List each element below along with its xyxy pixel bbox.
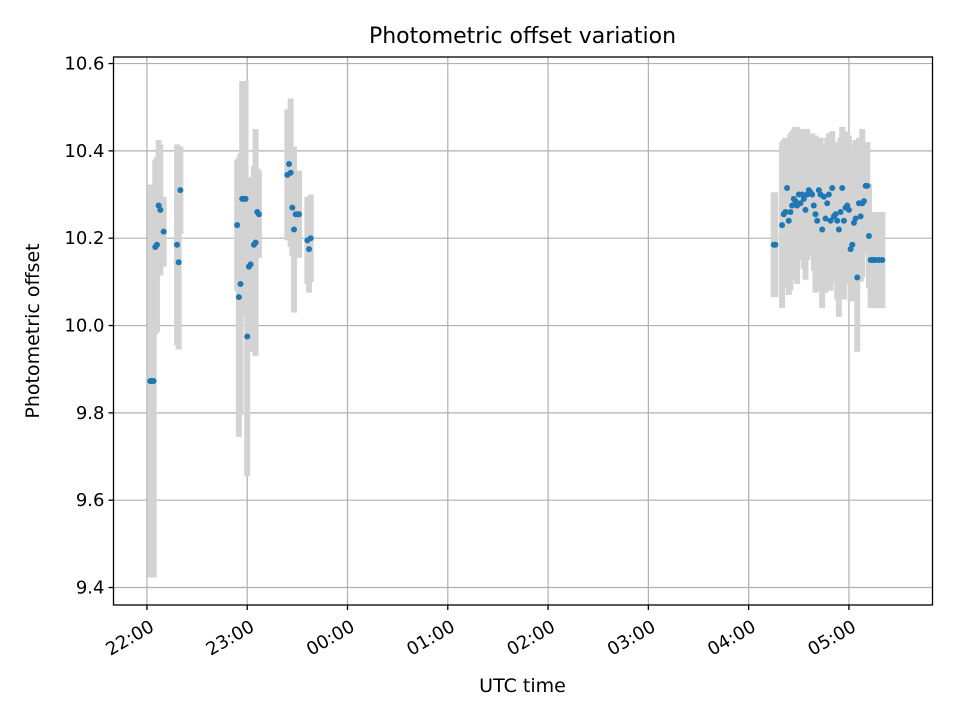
y-tick-label: 10.6 <box>64 54 104 75</box>
x-tick-label: 03:00 <box>604 616 659 660</box>
data-point <box>824 200 831 207</box>
data-point <box>845 206 852 213</box>
data-point <box>785 217 792 224</box>
data-point <box>779 222 786 229</box>
x-tick-label: 22:00 <box>102 616 157 660</box>
data-point <box>819 226 826 233</box>
data-point <box>247 261 254 268</box>
data-point <box>835 226 842 233</box>
data-point <box>800 195 807 202</box>
data-point <box>814 217 821 224</box>
data-point <box>177 187 184 194</box>
data-point <box>839 184 846 191</box>
data-point <box>782 209 789 216</box>
data-point <box>235 294 242 301</box>
y-tick-label: 10.2 <box>64 228 104 249</box>
data-point <box>854 274 861 281</box>
data-point <box>291 226 298 233</box>
data-point <box>802 206 809 213</box>
data-point <box>175 259 182 266</box>
data-point <box>864 182 871 189</box>
data-point <box>160 228 167 235</box>
data-point <box>840 217 847 224</box>
data-point <box>820 193 827 200</box>
data-point <box>296 211 303 218</box>
data-point <box>849 241 856 248</box>
x-tick-label: 00:00 <box>303 616 358 660</box>
data-point <box>810 202 817 209</box>
data-point <box>150 377 157 384</box>
data-point <box>834 217 841 224</box>
data-point <box>789 202 796 209</box>
x-tick-label: 01:00 <box>403 616 458 660</box>
data-point <box>784 184 791 191</box>
y-axis-label: Photometric offset <box>22 243 44 418</box>
data-point <box>797 200 804 207</box>
data-point <box>237 281 244 288</box>
data-point <box>234 222 241 229</box>
data-point <box>772 241 779 248</box>
axis-ticks: 22:00 23:00 00:00 01:00 02:00 03:00 04:00 05:00… <box>64 54 859 661</box>
data-point <box>287 169 294 176</box>
data-point <box>812 211 819 218</box>
error-bars <box>147 81 886 578</box>
x-axis-label: UTC time <box>479 675 566 697</box>
x-tick-label: 23:00 <box>203 616 258 660</box>
data-point <box>857 213 864 220</box>
data-point <box>879 257 886 264</box>
data-point <box>307 235 314 242</box>
data-point <box>252 239 259 246</box>
data-point <box>865 233 872 240</box>
data-point <box>809 191 816 198</box>
data-point <box>157 206 164 213</box>
data-point <box>829 184 836 191</box>
data-points <box>147 160 886 384</box>
data-point <box>306 246 313 253</box>
y-tick-label: 10.4 <box>64 141 104 162</box>
y-tick-label: 9.4 <box>76 578 105 599</box>
plot-frame <box>112 56 934 606</box>
data-point <box>852 215 859 222</box>
y-tick-label: 9.6 <box>76 490 105 511</box>
y-tick-label: 10.0 <box>64 316 104 337</box>
data-point <box>832 211 839 218</box>
chart-title: Photometric offset variation <box>369 24 676 49</box>
data-point <box>860 198 867 205</box>
data-point <box>242 195 249 202</box>
data-point <box>787 209 794 216</box>
data-point <box>822 215 829 222</box>
data-point <box>827 217 834 224</box>
data-point <box>153 241 160 248</box>
data-point <box>837 209 844 216</box>
data-point <box>174 241 181 248</box>
data-point <box>286 160 292 167</box>
data-point <box>244 333 251 340</box>
data-point <box>825 191 832 198</box>
data-point <box>255 211 262 218</box>
x-tick-label: 05:00 <box>804 616 859 660</box>
x-tick-label: 04:00 <box>704 616 759 660</box>
y-tick-label: 9.8 <box>76 403 105 424</box>
x-tick-label: 02:00 <box>504 616 559 660</box>
data-point <box>289 204 296 211</box>
